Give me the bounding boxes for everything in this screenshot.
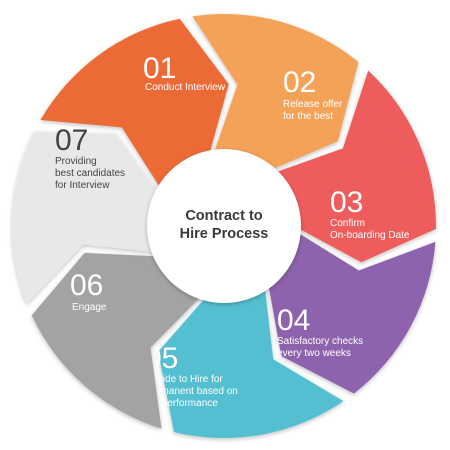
step-2: 02 Release offer for the best: [192, 13, 359, 171]
step-4-arrow: [268, 231, 436, 394]
step-3: 03 Confirm On-boarding Date: [272, 70, 436, 263]
step-1-arrow: [40, 18, 229, 190]
step-4-label-line-1: Satisfactory checks: [277, 336, 363, 347]
step-7-label-line-1: Providing: [55, 156, 97, 167]
step-7: 07 Providing best candidates for Intervi…: [11, 124, 160, 304]
step-segments: 01 Conduct Interview 02 Release offer fo…: [11, 13, 436, 438]
step-1-label-line-1: Conduct Interview: [145, 82, 226, 93]
step-1-number: 01: [143, 52, 176, 85]
step-7-number: 07: [55, 124, 88, 157]
step-7-arrow: [11, 131, 160, 304]
step-7-label-line-2: best candidates: [55, 168, 125, 179]
step-2-number: 02: [283, 66, 316, 99]
step-3-label-line-1: Confirm: [330, 218, 365, 229]
step-5-label-line-2: Permanent based on: [145, 386, 238, 397]
step-1: 01 Conduct Interview: [40, 18, 229, 190]
step-3-number: 03: [330, 186, 363, 219]
step-6-label-line-1: Engage: [72, 302, 107, 313]
step-6: 06 Engage: [31, 252, 203, 429]
step-4-label-line-2: every two weeks: [277, 348, 351, 359]
step-7-label-line-3: for Interview: [55, 180, 110, 191]
step-2-arrow: [192, 13, 359, 171]
center-title-line-1: Contract to: [185, 208, 262, 224]
step-5-label-line-1: Decide to Hire for: [145, 374, 223, 385]
step-5-arrow: [158, 285, 344, 438]
step-2-label-line-2: for the best: [283, 111, 333, 122]
step-6-arrow: [31, 252, 203, 429]
step-3-label-line-2: On-boarding Date: [330, 230, 410, 241]
center-circle: [147, 149, 301, 303]
step-6-number: 06: [70, 269, 103, 302]
step-3-arrow: [272, 70, 436, 263]
step-2-label-line-1: Release offer: [283, 99, 343, 110]
step-4: 04 Satisfactory checks every two weeks: [268, 231, 436, 394]
center-title-line-2: Hire Process: [180, 226, 269, 242]
step-4-number: 04: [277, 304, 310, 337]
step-5-label-line-3: the performance: [145, 398, 218, 409]
center-hub: Contract to Hire Process: [147, 149, 301, 303]
